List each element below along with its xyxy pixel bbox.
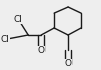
Text: Cl: Cl [1,35,10,44]
Text: O: O [38,46,45,55]
Text: O: O [65,59,72,68]
Text: Cl: Cl [14,15,23,24]
